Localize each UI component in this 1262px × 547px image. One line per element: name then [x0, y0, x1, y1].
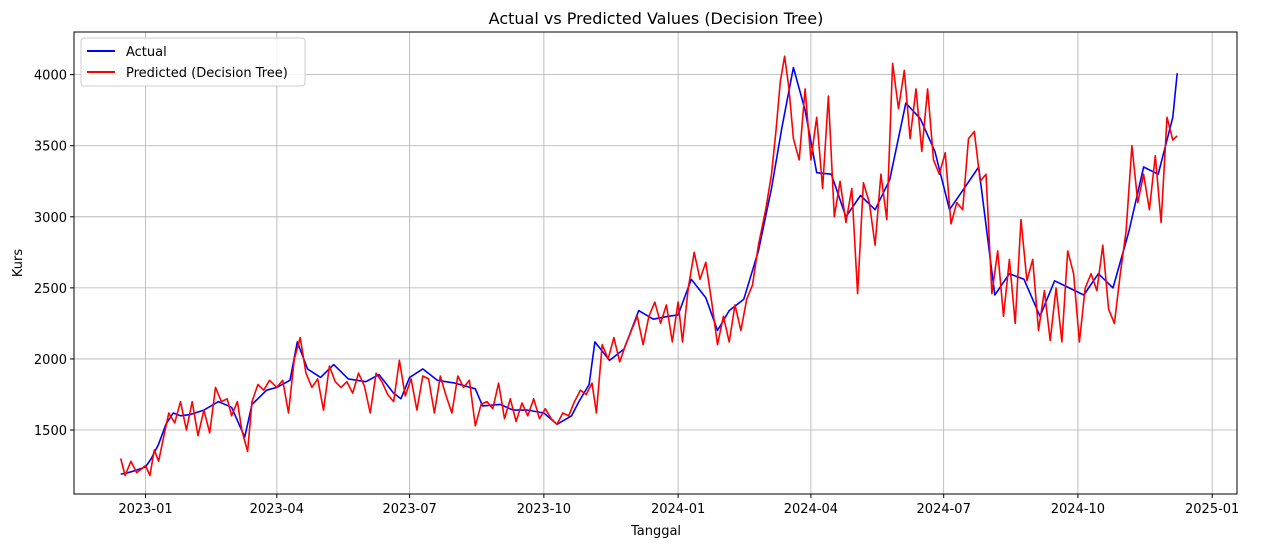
series-line-predicted	[119, 55, 1178, 477]
legend-label-actual: Actual	[126, 45, 167, 60]
x-tick-label: 2024-10	[1051, 502, 1105, 517]
grid-lines	[74, 32, 1237, 494]
chart-title: Actual vs Predicted Values (Decision Tre…	[489, 9, 824, 28]
x-axis-title: Tanggal	[630, 524, 681, 539]
legend: Actual Predicted (Decision Tree)	[80, 37, 306, 87]
legend-label-predicted: Predicted (Decision Tree)	[126, 66, 288, 81]
y-tick-label: 4000	[34, 69, 67, 84]
y-tick-label: 2500	[34, 282, 67, 297]
x-tick-label: 2024-07	[917, 502, 971, 517]
x-tick-label: 2023-10	[517, 502, 571, 517]
x-tick-label: 2023-04	[250, 502, 304, 517]
x-tick-label: 2023-01	[118, 502, 172, 517]
y-axis: 1500 2000 2500 3000 3500 4000	[34, 69, 74, 439]
y-tick-label: 2000	[34, 353, 67, 368]
legend-box	[80, 37, 306, 87]
x-tick-label: 2024-04	[784, 502, 838, 517]
plot-frame	[73, 31, 1238, 495]
x-axis: 2023-01 2023-04 2023-07 2023-10 2024-01 2024-…	[118, 494, 1239, 517]
y-tick-label: 1500	[34, 424, 67, 439]
y-tick-label: 3500	[34, 140, 67, 155]
y-axis-title: Kurs	[11, 249, 26, 277]
series-layer	[119, 55, 1178, 477]
x-tick-label: 2025-01	[1185, 502, 1239, 517]
x-tick-label: 2023-07	[382, 502, 436, 517]
y-tick-label: 3000	[34, 211, 67, 226]
x-tick-label: 2024-01	[651, 502, 705, 517]
